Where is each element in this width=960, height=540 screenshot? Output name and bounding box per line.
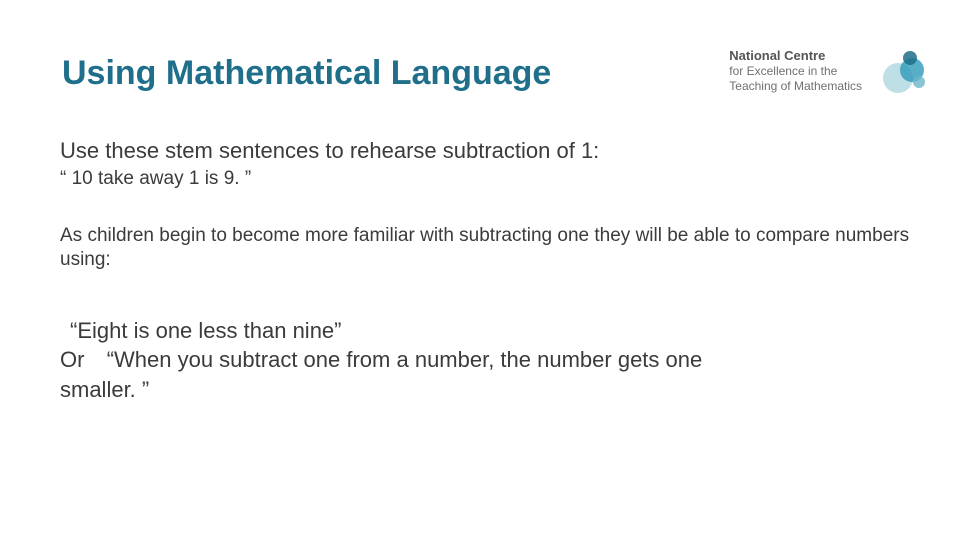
quote-1: “Eight is one less than nine” — [60, 316, 910, 346]
logo-line-2: for Excellence in the — [729, 64, 862, 79]
slide-title: Using Mathematical Language — [62, 54, 551, 93]
quote-block: “Eight is one less than nine” Or “When y… — [60, 316, 910, 405]
slide: Using Mathematical Language National Cen… — [0, 0, 960, 540]
lead-sentence: Use these stem sentences to rehearse sub… — [60, 138, 910, 164]
quote-2b: smaller. ” — [60, 377, 149, 402]
ncetm-logo: National Centre for Excellence in the Te… — [729, 48, 928, 94]
explanation-paragraph: As children begin to become more familia… — [60, 224, 910, 272]
quote-or: Or — [60, 347, 84, 372]
example-sentence: “ 10 take away 1 is 9. ” — [60, 168, 910, 190]
logo-text: National Centre for Excellence in the Te… — [729, 48, 862, 94]
slide-body: Use these stem sentences to rehearse sub… — [60, 138, 910, 405]
logo-line-1: National Centre — [729, 48, 862, 64]
logo-line-3: Teaching of Mathematics — [729, 79, 862, 94]
quote-2a: “When you subtract one from a number, th… — [91, 347, 703, 372]
logo-graphic — [870, 48, 928, 94]
